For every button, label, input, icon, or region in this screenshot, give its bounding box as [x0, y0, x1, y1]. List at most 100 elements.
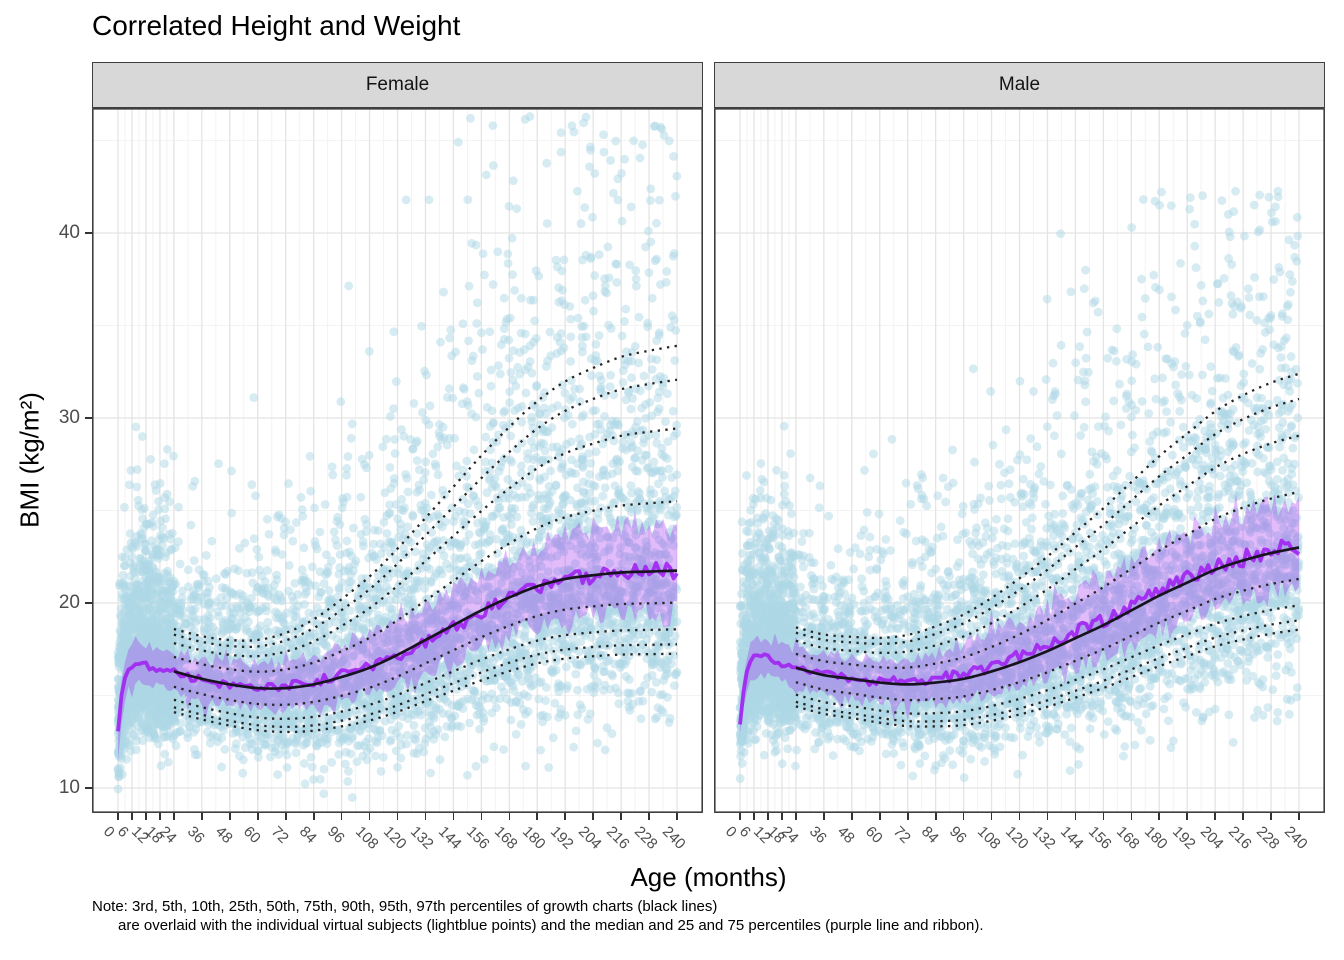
x-tick-label: 144 — [1057, 823, 1088, 853]
y-tick-mark — [85, 232, 92, 234]
x-tick-mark — [424, 813, 427, 820]
x-tick-label: 156 — [1085, 823, 1116, 853]
x-tick-mark — [851, 813, 853, 820]
y-tick-label: 10 — [58, 777, 80, 798]
y-tick-label: 20 — [58, 592, 80, 613]
y-tick-mark — [85, 787, 92, 789]
x-tick-mark — [145, 813, 147, 820]
x-tick-mark — [906, 813, 909, 820]
x-tick-mark — [508, 813, 511, 820]
x-tick-mark — [229, 813, 231, 820]
x-tick-mark — [256, 813, 259, 820]
x-tick-mark — [962, 813, 965, 820]
x-tick-mark — [878, 813, 881, 820]
x-tick-mark — [564, 813, 567, 820]
x-tick-label: 216 — [1225, 823, 1255, 853]
x-tick-label: 240 — [658, 823, 689, 853]
x-tick-mark — [1158, 813, 1161, 820]
x-tick-mark — [173, 813, 175, 820]
x-tick-mark — [753, 813, 755, 820]
plot-title: Correlated Height and Weight — [92, 10, 461, 41]
x-tick-mark — [536, 813, 539, 820]
facet-strip-female-label: Female — [365, 74, 430, 95]
x-tick-label: 168 — [491, 823, 521, 853]
x-tick-mark — [1074, 813, 1077, 820]
facet-strip-male-label: Male — [998, 74, 1041, 95]
x-tick-label: 84 — [295, 823, 320, 847]
note-line-1: Note: 3rd, 5th, 10th, 25th, 50th, 75th, … — [92, 898, 718, 915]
x-tick-mark — [368, 813, 371, 820]
x-tick-label: 36 — [183, 823, 208, 847]
x-tick-label: 24 — [777, 823, 802, 847]
x-tick-label: 60 — [239, 823, 264, 847]
x-tick-mark — [823, 813, 825, 820]
facet-strip-male: Male — [714, 62, 1325, 108]
x-tick-label: 120 — [379, 823, 410, 853]
x-tick-mark — [1018, 813, 1021, 820]
x-tick-label: 168 — [1113, 823, 1143, 853]
x-tick-label: 108 — [351, 823, 382, 853]
x-tick-label: 144 — [435, 823, 466, 853]
x-tick-label: 180 — [1141, 823, 1171, 853]
x-tick-mark — [990, 813, 993, 820]
x-tick-label: 96 — [323, 823, 348, 847]
x-tick-label: 228 — [631, 823, 661, 853]
x-tick-mark — [620, 813, 622, 820]
x-tick-mark — [1242, 813, 1244, 820]
panel-female-plot-area — [92, 108, 703, 813]
x-tick-label: 132 — [407, 823, 438, 853]
x-tick-label: 84 — [917, 823, 942, 847]
x-tick-label: 216 — [603, 823, 633, 853]
x-tick-mark — [795, 813, 797, 820]
x-tick-mark — [739, 813, 741, 820]
x-tick-label: 96 — [945, 823, 970, 847]
y-tick-mark — [85, 602, 92, 604]
y-axis-title: BMI (kg/m²) — [14, 392, 45, 528]
x-tick-mark — [648, 813, 650, 820]
x-tick-mark — [1130, 813, 1133, 820]
x-tick-mark — [767, 813, 769, 820]
y-tick-label: 40 — [58, 222, 80, 243]
x-tick-label: 48 — [211, 823, 236, 847]
x-tick-label: 180 — [519, 823, 549, 853]
x-tick-label: 204 — [1197, 823, 1227, 853]
x-tick-mark — [340, 813, 343, 820]
x-tick-mark — [480, 813, 483, 820]
x-tick-label: 156 — [463, 823, 494, 853]
x-tick-mark — [1298, 813, 1300, 820]
panel-male-plot-area — [714, 108, 1325, 813]
x-tick-label: 72 — [889, 823, 914, 847]
x-tick-label: 132 — [1029, 823, 1060, 853]
x-axis-title: Age (months) — [630, 862, 787, 892]
x-tick-label: 24 — [155, 823, 180, 847]
x-tick-mark — [1102, 813, 1105, 820]
x-tick-label: 120 — [1001, 823, 1032, 853]
x-tick-label: 240 — [1280, 823, 1311, 853]
x-tick-label: 60 — [861, 823, 886, 847]
x-tick-label: 48 — [833, 823, 858, 847]
x-tick-mark — [452, 813, 455, 820]
x-tick-mark — [1186, 813, 1189, 820]
x-tick-mark — [781, 813, 783, 820]
x-tick-mark — [131, 813, 133, 820]
x-tick-mark — [1046, 813, 1049, 820]
x-tick-label: 204 — [575, 823, 605, 853]
x-tick-label: 36 — [805, 823, 830, 847]
x-tick-mark — [1214, 813, 1217, 820]
x-tick-mark — [396, 813, 399, 820]
y-tick-mark — [85, 417, 92, 419]
x-tick-label: 108 — [973, 823, 1004, 853]
x-tick-label: 192 — [1169, 823, 1199, 853]
x-tick-mark — [676, 813, 678, 820]
x-tick-mark — [312, 813, 315, 820]
y-tick-label: 30 — [58, 407, 80, 428]
x-tick-label: 228 — [1253, 823, 1283, 853]
note-line-2: are overlaid with the individual virtual… — [118, 917, 984, 934]
x-tick-mark — [1270, 813, 1272, 820]
x-tick-mark — [201, 813, 203, 820]
x-tick-label: 192 — [547, 823, 577, 853]
x-tick-mark — [159, 813, 161, 820]
x-tick-mark — [117, 813, 119, 820]
x-tick-mark — [284, 813, 287, 820]
